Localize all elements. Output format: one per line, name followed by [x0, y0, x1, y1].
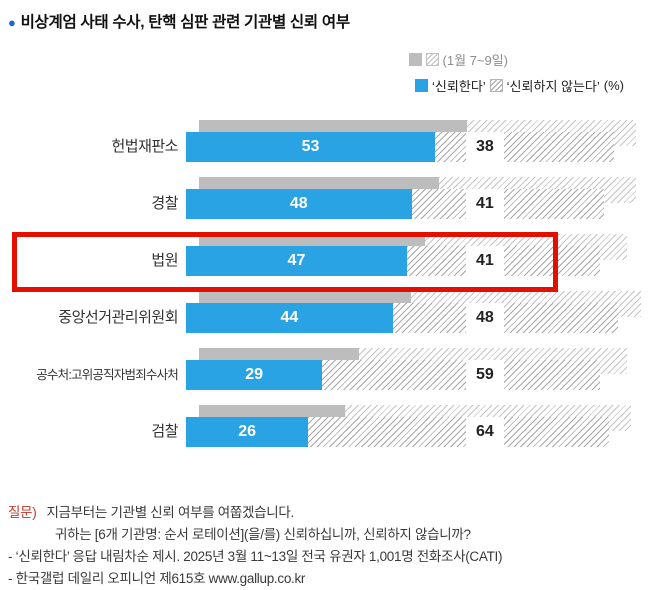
- legend-prev-label: (1월 7~9일): [442, 53, 508, 68]
- chart-row-election-commission: 중앙선거관리위원회 44 48: [0, 291, 658, 348]
- category-label: 중앙선거관리위원회: [58, 309, 178, 326]
- current-survey-bar: 44 48: [186, 303, 619, 333]
- category-label: 헌법재판소: [111, 138, 178, 155]
- current-survey-bar: 29 59: [186, 360, 600, 390]
- question-line-1: 질문) 지금부터는 기관별 신뢰 여부를 여쭙겠습니다.: [8, 502, 502, 524]
- legend-current-survey: ‘신뢰한다’ ‘신뢰하지 않는다’ (%): [415, 76, 624, 95]
- distrust-bar: [322, 360, 600, 390]
- current-survey-bar: 26 64: [186, 417, 609, 447]
- legend-prev-hatch-swatch-icon: [425, 53, 439, 66]
- legend-distrust-label: ‘신뢰하지 않는다’: [506, 79, 600, 94]
- chart-row-cio: 공수처:고위공직자범죄수사처 29 59: [0, 348, 658, 405]
- footnote: 질문) 지금부터는 기관별 신뢰 여부를 여쭙겠습니다. 귀하는 [6개 기관명:…: [8, 502, 502, 590]
- bar-group: 26 64: [186, 405, 658, 462]
- trust-value: 47: [287, 252, 306, 269]
- distrust-value: 38: [466, 132, 504, 162]
- distrust-value: 59: [466, 360, 504, 390]
- legend-unit-label: (%): [603, 78, 624, 93]
- bar-group: 48 41: [186, 177, 658, 234]
- bar-group: 47 41: [186, 234, 658, 291]
- trust-value: 53: [301, 138, 320, 155]
- trust-value: 29: [245, 366, 264, 383]
- legend-distrust-swatch-icon: [489, 79, 503, 92]
- trust-bar: 47: [186, 246, 407, 276]
- question-label: 질문): [8, 505, 37, 520]
- title-text: 비상계엄 사태 수사, 탄핵 심판 관련 기관별 신뢰 여부: [20, 14, 351, 31]
- category-label: 검찰: [151, 423, 178, 440]
- trust-value: 44: [280, 309, 299, 326]
- bar-group: 44 48: [186, 291, 658, 348]
- method-note: - ‘신뢰한다’ 응답 내림차순 제시. 2025년 3월 11~13일 전국 …: [8, 549, 503, 564]
- legend-trust-swatch-icon: [415, 79, 429, 92]
- legend-prev-solid-swatch-icon: [408, 53, 422, 66]
- trust-value: 26: [238, 423, 256, 440]
- bar-group: 29 59: [186, 348, 658, 405]
- chart-row-constitutional-court: 헌법재판소 53 38: [0, 120, 658, 177]
- current-survey-bar: 47 41: [186, 246, 600, 276]
- question-text-1: 지금부터는 기관별 신뢰 여부를 여쭙겠습니다.: [46, 505, 294, 520]
- chart-row-prosecution: 검찰 26 64: [0, 405, 658, 462]
- title-bullet-icon: ●: [8, 15, 16, 30]
- distrust-bar: [435, 132, 614, 162]
- source-note: - 한국갤럽 데일리 오피니언 제615호 www.gallup.co.kr: [8, 571, 306, 586]
- trust-bar-chart: 헌법재판소 53 38 경찰 48: [0, 120, 658, 462]
- distrust-bar: [411, 189, 605, 219]
- trust-bar: 44: [186, 303, 393, 333]
- trust-bar: 26: [186, 417, 309, 447]
- category-label: 공수처:고위공직자범죄수사처: [36, 368, 179, 382]
- chart-row-police: 경찰 48 41: [0, 177, 658, 234]
- category-label: 경찰: [151, 195, 178, 212]
- category-label: 법원: [151, 252, 178, 269]
- bar-group: 53 38: [186, 120, 658, 177]
- distrust-value: 41: [466, 246, 504, 276]
- trust-bar: 48: [186, 189, 412, 219]
- current-survey-bar: 48 41: [186, 189, 605, 219]
- chart-row-court: 법원 47 41: [0, 234, 658, 291]
- distrust-value: 64: [466, 417, 504, 447]
- trust-value: 48: [289, 195, 308, 212]
- distrust-bar: [392, 303, 619, 333]
- trust-bar: 53: [186, 132, 436, 162]
- legend-trust-label: ‘신뢰한다’: [432, 79, 486, 94]
- distrust-value: 41: [466, 189, 504, 219]
- distrust-value: 48: [466, 303, 504, 333]
- question-text-2: 귀하는 [6개 기관명: 순서 로테이션](을/를) 신뢰하십니까, 신뢰하지 …: [55, 527, 471, 542]
- legend-previous-survey: (1월 7~9일): [408, 50, 508, 69]
- distrust-bar: [308, 417, 609, 447]
- page-title: ● 비상계엄 사태 수사, 탄핵 심판 관련 기관별 신뢰 여부: [8, 10, 350, 32]
- current-survey-bar: 53 38: [186, 132, 614, 162]
- trust-bar: 29: [186, 360, 323, 390]
